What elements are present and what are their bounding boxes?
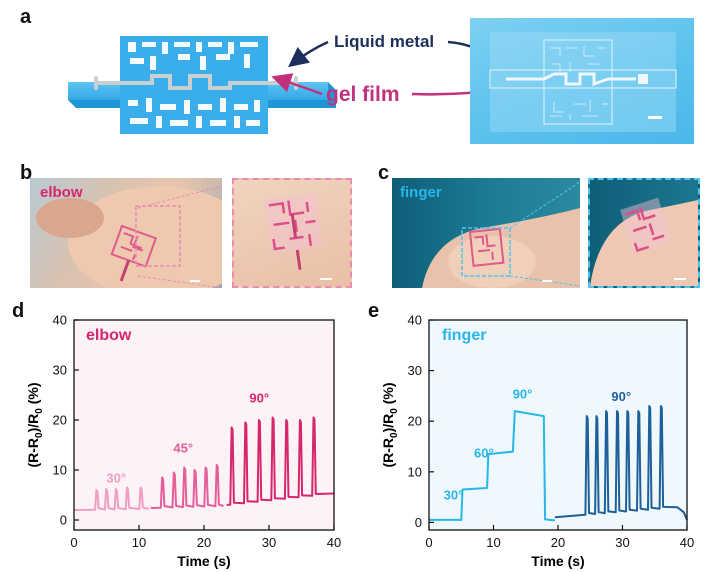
gel-film-photo <box>470 18 694 144</box>
y-tick-label: 10 <box>408 464 422 479</box>
chart-tag: elbow <box>86 327 132 344</box>
x-tick-label: 40 <box>327 535 341 550</box>
x-tick-label: 30 <box>615 535 629 550</box>
gel-film-schematic <box>68 36 336 134</box>
y-axis-label: (R-R0)/R0 (%) <box>380 382 400 467</box>
y-tick-label: 0 <box>60 513 67 528</box>
angle-annotation: 90° <box>611 389 631 404</box>
x-axis-label: Time (s) <box>177 553 230 569</box>
x-tick-label: 0 <box>70 535 77 550</box>
x-tick-label: 10 <box>486 535 500 550</box>
panel-letter-e: e <box>368 300 380 322</box>
elbow-zoom-photo <box>232 178 352 288</box>
finger-photo <box>392 178 580 288</box>
elbow-tag: elbow <box>40 184 83 201</box>
finger-zoom-photo <box>588 178 700 288</box>
angle-annotation: 60° <box>474 446 494 461</box>
angle-annotation: 30° <box>106 471 126 486</box>
x-tick-label: 0 <box>425 535 432 550</box>
finger-tag: finger <box>400 184 442 201</box>
y-tick-label: 40 <box>53 313 67 328</box>
y-tick-label: 30 <box>408 363 422 378</box>
x-tick-label: 30 <box>262 535 276 550</box>
liquid-metal-label: Liquid metal <box>334 32 435 51</box>
angle-annotation: 90° <box>513 386 533 401</box>
y-axis-label: (R-R0)/R0 (%) <box>25 382 45 467</box>
y-tick-label: 0 <box>415 515 422 530</box>
x-tick-label: 40 <box>680 535 694 550</box>
series-line-2 <box>226 416 335 506</box>
panel-letter-d: d <box>12 300 25 322</box>
chart-tag: finger <box>442 327 486 344</box>
panel-letter-c: c <box>378 162 390 184</box>
scale-bar <box>648 116 662 119</box>
angle-annotation: 90° <box>249 391 269 406</box>
x-tick-label: 20 <box>551 535 565 550</box>
x-tick-label: 10 <box>132 535 146 550</box>
elbow-photo <box>30 178 222 288</box>
gel-film-label: gel film <box>326 83 400 106</box>
y-tick-label: 20 <box>53 413 67 428</box>
finger-response-chart: 0 10 20 30 40 0 10 20 30 40 30° 60° 90° 90° finger T… <box>380 313 694 570</box>
x-tick-label: 20 <box>197 535 211 550</box>
plot-background <box>429 320 687 530</box>
angle-annotation: 45° <box>173 441 193 456</box>
panel-letter-b: b <box>20 162 33 184</box>
series-line-0 <box>73 486 150 511</box>
series-line-1 <box>150 464 224 509</box>
y-tick-label: 20 <box>408 414 422 429</box>
panel-letter-a: a <box>20 6 32 28</box>
x-axis-label: Time (s) <box>531 553 584 569</box>
y-tick-label: 40 <box>408 313 422 328</box>
elbow-response-chart: 0 10 20 30 40 0 10 20 30 40 30° 45° 90° elbow Time … <box>25 313 341 570</box>
series-line-0 <box>429 410 555 522</box>
series-line-1 <box>554 405 688 521</box>
y-tick-label: 30 <box>53 363 67 378</box>
liquid-metal-trace <box>94 74 298 90</box>
angle-annotation: 30° <box>444 488 464 503</box>
y-tick-label: 10 <box>53 463 67 478</box>
